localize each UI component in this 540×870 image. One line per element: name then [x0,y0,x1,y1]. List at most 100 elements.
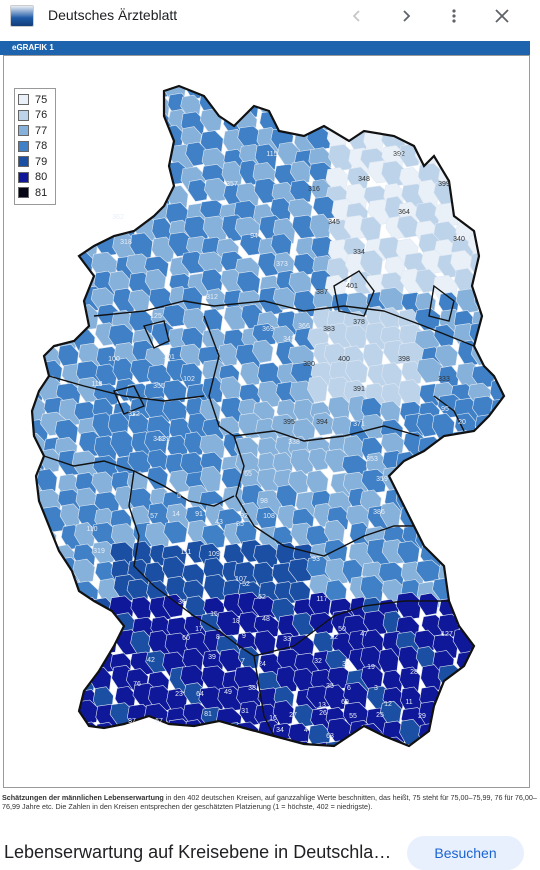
district-area [57,289,80,313]
district-area [485,323,504,348]
district-area [506,235,528,261]
caption-bold: Schätzungen der männlichen Lebenserwartu… [2,793,164,802]
district-area [490,580,504,608]
result-title[interactable]: Lebenserwartung auf Kreisebene in Deutsc… [4,842,392,862]
district-area [32,326,49,350]
district-area [487,738,504,746]
district-area [240,502,261,528]
district-area [509,455,531,479]
district-area [438,126,462,155]
district-area [115,180,141,207]
district-area [133,167,156,191]
district-area [450,142,472,170]
district-area [452,484,478,508]
district-area [402,471,424,497]
district-area [325,167,349,193]
district-area [56,721,78,746]
district-area [507,612,530,636]
legend-swatch [18,125,29,137]
district-area [472,613,495,639]
district-area [32,557,43,584]
district-area [130,179,154,204]
district-rank-label: 85 [236,521,244,528]
district-area [239,361,262,387]
district-area [32,580,44,604]
district-area [451,92,474,121]
district-area [381,160,406,188]
district-area [187,179,209,202]
district-area [32,200,46,227]
map-figure[interactable]: 392 399 348 316 345 364 340 334 357 115 362 318 94 37… [3,55,530,788]
district-rank-label: 318 [120,239,132,246]
district-area [32,363,47,386]
forward-button[interactable] [394,4,418,28]
district-area [57,309,80,335]
district-area [252,86,277,95]
legend-item: 79 [18,154,52,170]
district-area [109,146,134,170]
close-icon [495,9,509,23]
district-rank-label: 28 [410,669,418,676]
district-area [32,232,41,256]
district-area [379,400,401,425]
district-rank-label: 398 [398,356,410,363]
district-area [259,741,284,746]
district-area [56,739,81,746]
district-rank-label: 37 [128,718,136,725]
district-area [200,466,222,493]
district-rank-label: 109 [208,551,220,558]
district-area [57,110,84,134]
district-rank-label: 10 [395,151,403,158]
district-area [41,650,67,677]
district-area [363,91,390,119]
district-area [367,86,393,104]
district-area [312,412,335,436]
legend-item: 81 [18,185,52,201]
district-rank-label: 18 [232,618,240,625]
district-area [92,149,113,173]
district-area [59,199,86,228]
district-area [493,216,504,243]
district-rank-label: 23 [175,691,183,698]
back-button[interactable] [345,4,369,28]
district-area [107,125,130,151]
district-area [72,90,95,115]
more-options-button[interactable] [442,4,466,28]
district-area [474,431,497,457]
legend-label: 77 [35,124,48,137]
district-area [474,452,501,480]
district-area [451,724,479,746]
germany-map[interactable]: 3923993483163453643403343571153623189437… [4,56,531,789]
district-area [453,184,481,208]
close-button[interactable] [490,4,514,28]
district-area [489,255,504,280]
district-area [511,165,531,188]
district-area [361,468,387,494]
district-area [78,215,105,240]
visit-button[interactable]: Besuchen [407,836,524,870]
district-area [32,700,44,726]
district-area [203,721,230,746]
district-area [433,324,455,348]
district-area [76,86,101,95]
district-area [112,88,136,112]
district-area [511,93,531,116]
district-area [35,684,61,712]
district-area [54,218,77,242]
district-area [37,725,60,746]
district-area [219,90,244,119]
district-area [95,86,120,97]
district-area [474,629,500,658]
district-area [163,520,188,545]
district-area [71,741,99,746]
district-area [378,108,401,138]
district-area [57,592,82,620]
district-area [433,703,456,729]
legend-label: 76 [35,109,48,122]
district-area [57,703,80,727]
district-area [55,615,82,644]
district-area [378,90,402,120]
district-area [507,252,528,277]
district-area [238,86,264,100]
district-area [508,399,528,422]
